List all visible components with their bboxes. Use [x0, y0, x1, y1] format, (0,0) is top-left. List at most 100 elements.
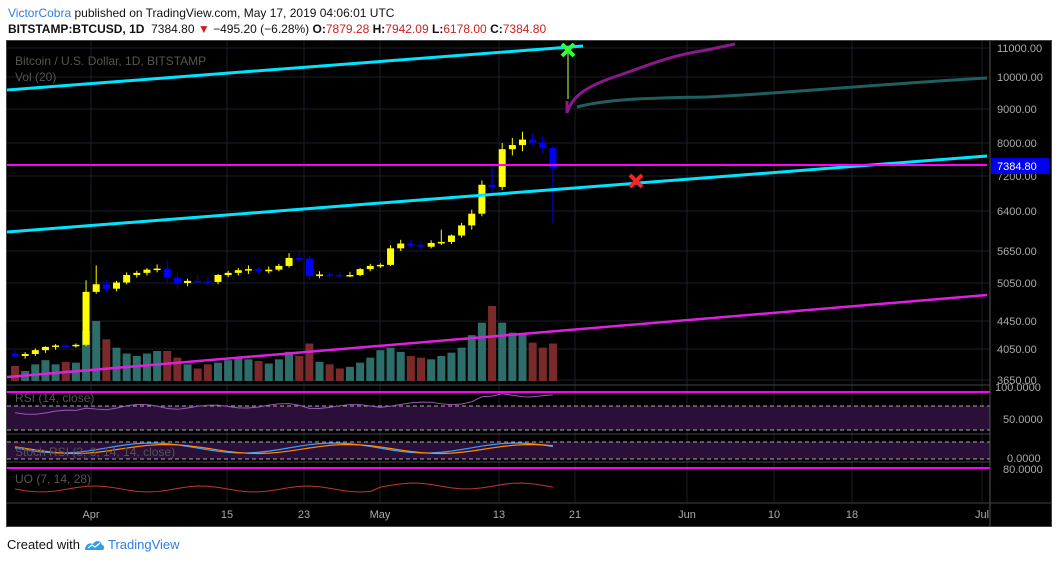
volume-bar — [193, 368, 202, 381]
volume-bar — [437, 356, 446, 381]
time-tick-label: 23 — [298, 509, 310, 521]
candle-body — [143, 269, 151, 273]
price-tick-label: 5650.00 — [997, 246, 1037, 258]
green-x-icon — [560, 42, 576, 58]
low-value: 6178.00 — [443, 22, 487, 36]
stoch-k-line — [14, 442, 554, 454]
price-change: −495.20 (−6.28%) — [213, 22, 310, 36]
volume-bar — [102, 339, 111, 381]
candle-body — [519, 139, 526, 146]
drawings — [6, 42, 988, 379]
uo-label: UO (7, 14, 28) — [15, 472, 91, 486]
candle-body — [316, 274, 323, 277]
candle-body — [539, 142, 547, 148]
candle-body — [21, 354, 29, 356]
time-axis[interactable]: Apr 15 23 May 13 21 Jun 10 18 Jul — [82, 509, 989, 521]
candle-body — [346, 275, 354, 277]
chart-svg[interactable]: Bitcoin / U.S. Dollar, 1D, BITSTAMP Vol … — [6, 41, 1051, 526]
candle-body — [295, 257, 303, 260]
candle-body — [285, 257, 293, 266]
candle-body — [102, 284, 110, 289]
volume-bar — [183, 364, 192, 381]
volume-bar — [142, 353, 151, 381]
created-with-text: Created with — [7, 537, 80, 552]
rsi-line — [14, 393, 553, 415]
price-tick-label: 8000.00 — [997, 138, 1037, 150]
volume-bar — [41, 360, 50, 381]
time-tick-label: 15 — [221, 509, 233, 521]
volume-bar — [427, 359, 436, 381]
candle-body — [437, 241, 445, 244]
candle-body — [123, 275, 131, 283]
last-price: 7384.80 — [151, 22, 195, 36]
red-x-icon — [628, 173, 644, 189]
last-price-tag: 7384.80 — [991, 158, 1049, 174]
volume-bar — [477, 322, 486, 381]
price-tick-label: 11000.00 — [997, 43, 1042, 55]
candle-body — [153, 268, 161, 271]
volume-bar — [31, 364, 40, 381]
time-tick-label: 21 — [569, 509, 581, 521]
tradingview-link[interactable]: TradingView — [107, 537, 180, 552]
candle-body — [31, 350, 39, 355]
candle-body — [184, 280, 192, 283]
lower-channel-line — [6, 154, 988, 234]
candle-body — [133, 272, 141, 275]
volume-bar — [214, 362, 222, 381]
tradingview-logo-icon — [84, 540, 105, 550]
candle-body — [488, 184, 496, 187]
stoch-scale-0: 0.0000 — [1007, 453, 1041, 465]
volume-bar — [335, 368, 344, 381]
low-label: L: — [432, 22, 444, 36]
author-link[interactable]: VictorCobra — [8, 6, 72, 20]
volume-bar — [366, 357, 375, 381]
volume-bar — [163, 351, 172, 381]
candle-body — [82, 291, 90, 345]
volume-bar — [386, 347, 395, 381]
volume-bar — [457, 347, 466, 381]
candle-body — [478, 184, 486, 214]
volume-bar — [224, 360, 233, 381]
volume-bar — [417, 357, 425, 381]
down-arrow-icon: ▼ — [197, 22, 210, 36]
volume-bar — [264, 363, 273, 381]
candle-body — [417, 245, 425, 247]
candle-body — [498, 149, 506, 187]
uo-scale-80: 80.0000 — [1003, 464, 1043, 476]
volume-bar — [376, 350, 385, 381]
candle-body — [427, 243, 435, 247]
high-label: H: — [372, 22, 386, 36]
chart-area[interactable]: Bitcoin / U.S. Dollar, 1D, BITSTAMP Vol … — [6, 40, 1052, 527]
volume-bar — [396, 351, 405, 381]
volume-bar — [528, 342, 537, 381]
candle-body — [336, 275, 344, 277]
candle-body — [529, 139, 537, 143]
time-tick-label: May — [370, 509, 391, 521]
candle-body — [72, 344, 80, 347]
publish-line: VictorCobra published on TradingView.com… — [8, 5, 546, 21]
candlesticks — [11, 131, 557, 359]
footer: Created with TradingView — [7, 537, 180, 552]
candle-body — [356, 269, 364, 275]
candle-body — [265, 269, 273, 272]
volume-bar — [406, 356, 415, 381]
candle-body — [447, 235, 455, 242]
price-axis[interactable]: 11000.0010000.009000.008000.007200.00640… — [997, 43, 1043, 387]
candle-body — [92, 284, 100, 292]
published-text: published on TradingView.com, May 17, 20… — [74, 6, 395, 20]
candle-body — [11, 353, 19, 357]
close-label: C: — [490, 22, 503, 36]
candle-body — [458, 225, 466, 236]
time-tick-label: Jun — [678, 509, 696, 521]
candle-body — [549, 147, 557, 169]
rsi-scale-100: 100.0000 — [995, 382, 1041, 394]
price-tick-label: 5050.00 — [997, 278, 1037, 290]
volume-bar — [508, 332, 517, 381]
pane-title: Bitcoin / U.S. Dollar, 1D, BITSTAMP — [15, 54, 206, 68]
volume-bar — [518, 334, 527, 381]
high-value: 7942.09 — [385, 22, 429, 36]
moving-average-line — [576, 76, 988, 109]
volume-bar — [325, 364, 334, 381]
price-tick-label: 6400.00 — [997, 206, 1037, 218]
ohlc-line: BITSTAMP:BTCUSD, 1D 7384.80 ▼ −495.20 (−… — [8, 21, 546, 37]
